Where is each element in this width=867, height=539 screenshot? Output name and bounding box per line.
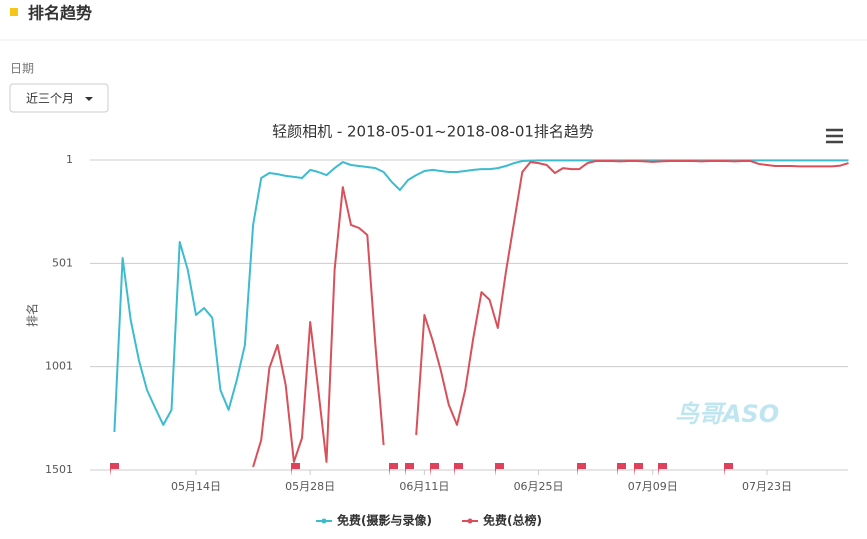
filter-label: 日期 bbox=[10, 62, 34, 76]
flag bbox=[291, 463, 300, 476]
legend-item[interactable]: 免费(摄影与录像) bbox=[316, 513, 432, 528]
chart-title: 轻颜相机 - 2018-05-01~2018-08-01排名趋势 bbox=[272, 123, 594, 141]
legend-dot[interactable] bbox=[321, 518, 327, 524]
flag bbox=[495, 463, 504, 476]
dropdown-box[interactable] bbox=[9, 83, 109, 113]
flag bbox=[389, 463, 398, 476]
menu-icon[interactable] bbox=[826, 128, 843, 144]
legend-label[interactable]: 免费(摄影与录像) bbox=[337, 513, 432, 528]
x-tick-label: 05月28日 bbox=[285, 480, 335, 493]
event-flags bbox=[110, 463, 733, 476]
x-tick-label: 06月11日 bbox=[399, 480, 449, 493]
flag bbox=[658, 463, 667, 476]
y-axis-title: 排名 bbox=[25, 303, 40, 327]
x-tick-label: 07月09日 bbox=[628, 480, 678, 493]
flag bbox=[724, 463, 733, 476]
header-icon bbox=[10, 8, 18, 16]
dropdown-caret[interactable] bbox=[85, 97, 93, 101]
legend-label[interactable]: 免费(总榜) bbox=[483, 513, 542, 528]
y-tick-label: 1001 bbox=[45, 360, 73, 373]
flag bbox=[405, 463, 414, 476]
watermark: 鸟哥ASO bbox=[675, 400, 779, 428]
legend-item[interactable]: 免费(总榜) bbox=[462, 513, 542, 528]
flag bbox=[110, 463, 119, 476]
flag bbox=[617, 463, 626, 476]
legend-dot[interactable] bbox=[467, 518, 473, 524]
dropdown-value[interactable]: 近三个月 bbox=[26, 92, 74, 106]
y-tick-label: 1501 bbox=[45, 463, 73, 476]
y-tick-label: 501 bbox=[52, 256, 73, 269]
date-dropdown[interactable]: 近三个月 bbox=[9, 83, 109, 113]
x-tick-label: 06月25日 bbox=[514, 480, 564, 493]
flag bbox=[577, 463, 586, 476]
flag bbox=[430, 463, 439, 476]
x-tick-label: 05月14日 bbox=[171, 480, 221, 493]
y-tick-label: 1 bbox=[66, 153, 73, 166]
flag bbox=[454, 463, 463, 476]
x-tick-label: 07月23日 bbox=[742, 480, 792, 493]
flag bbox=[634, 463, 643, 476]
header-title: 排名趋势 bbox=[28, 4, 92, 23]
series-line bbox=[252, 160, 849, 468]
